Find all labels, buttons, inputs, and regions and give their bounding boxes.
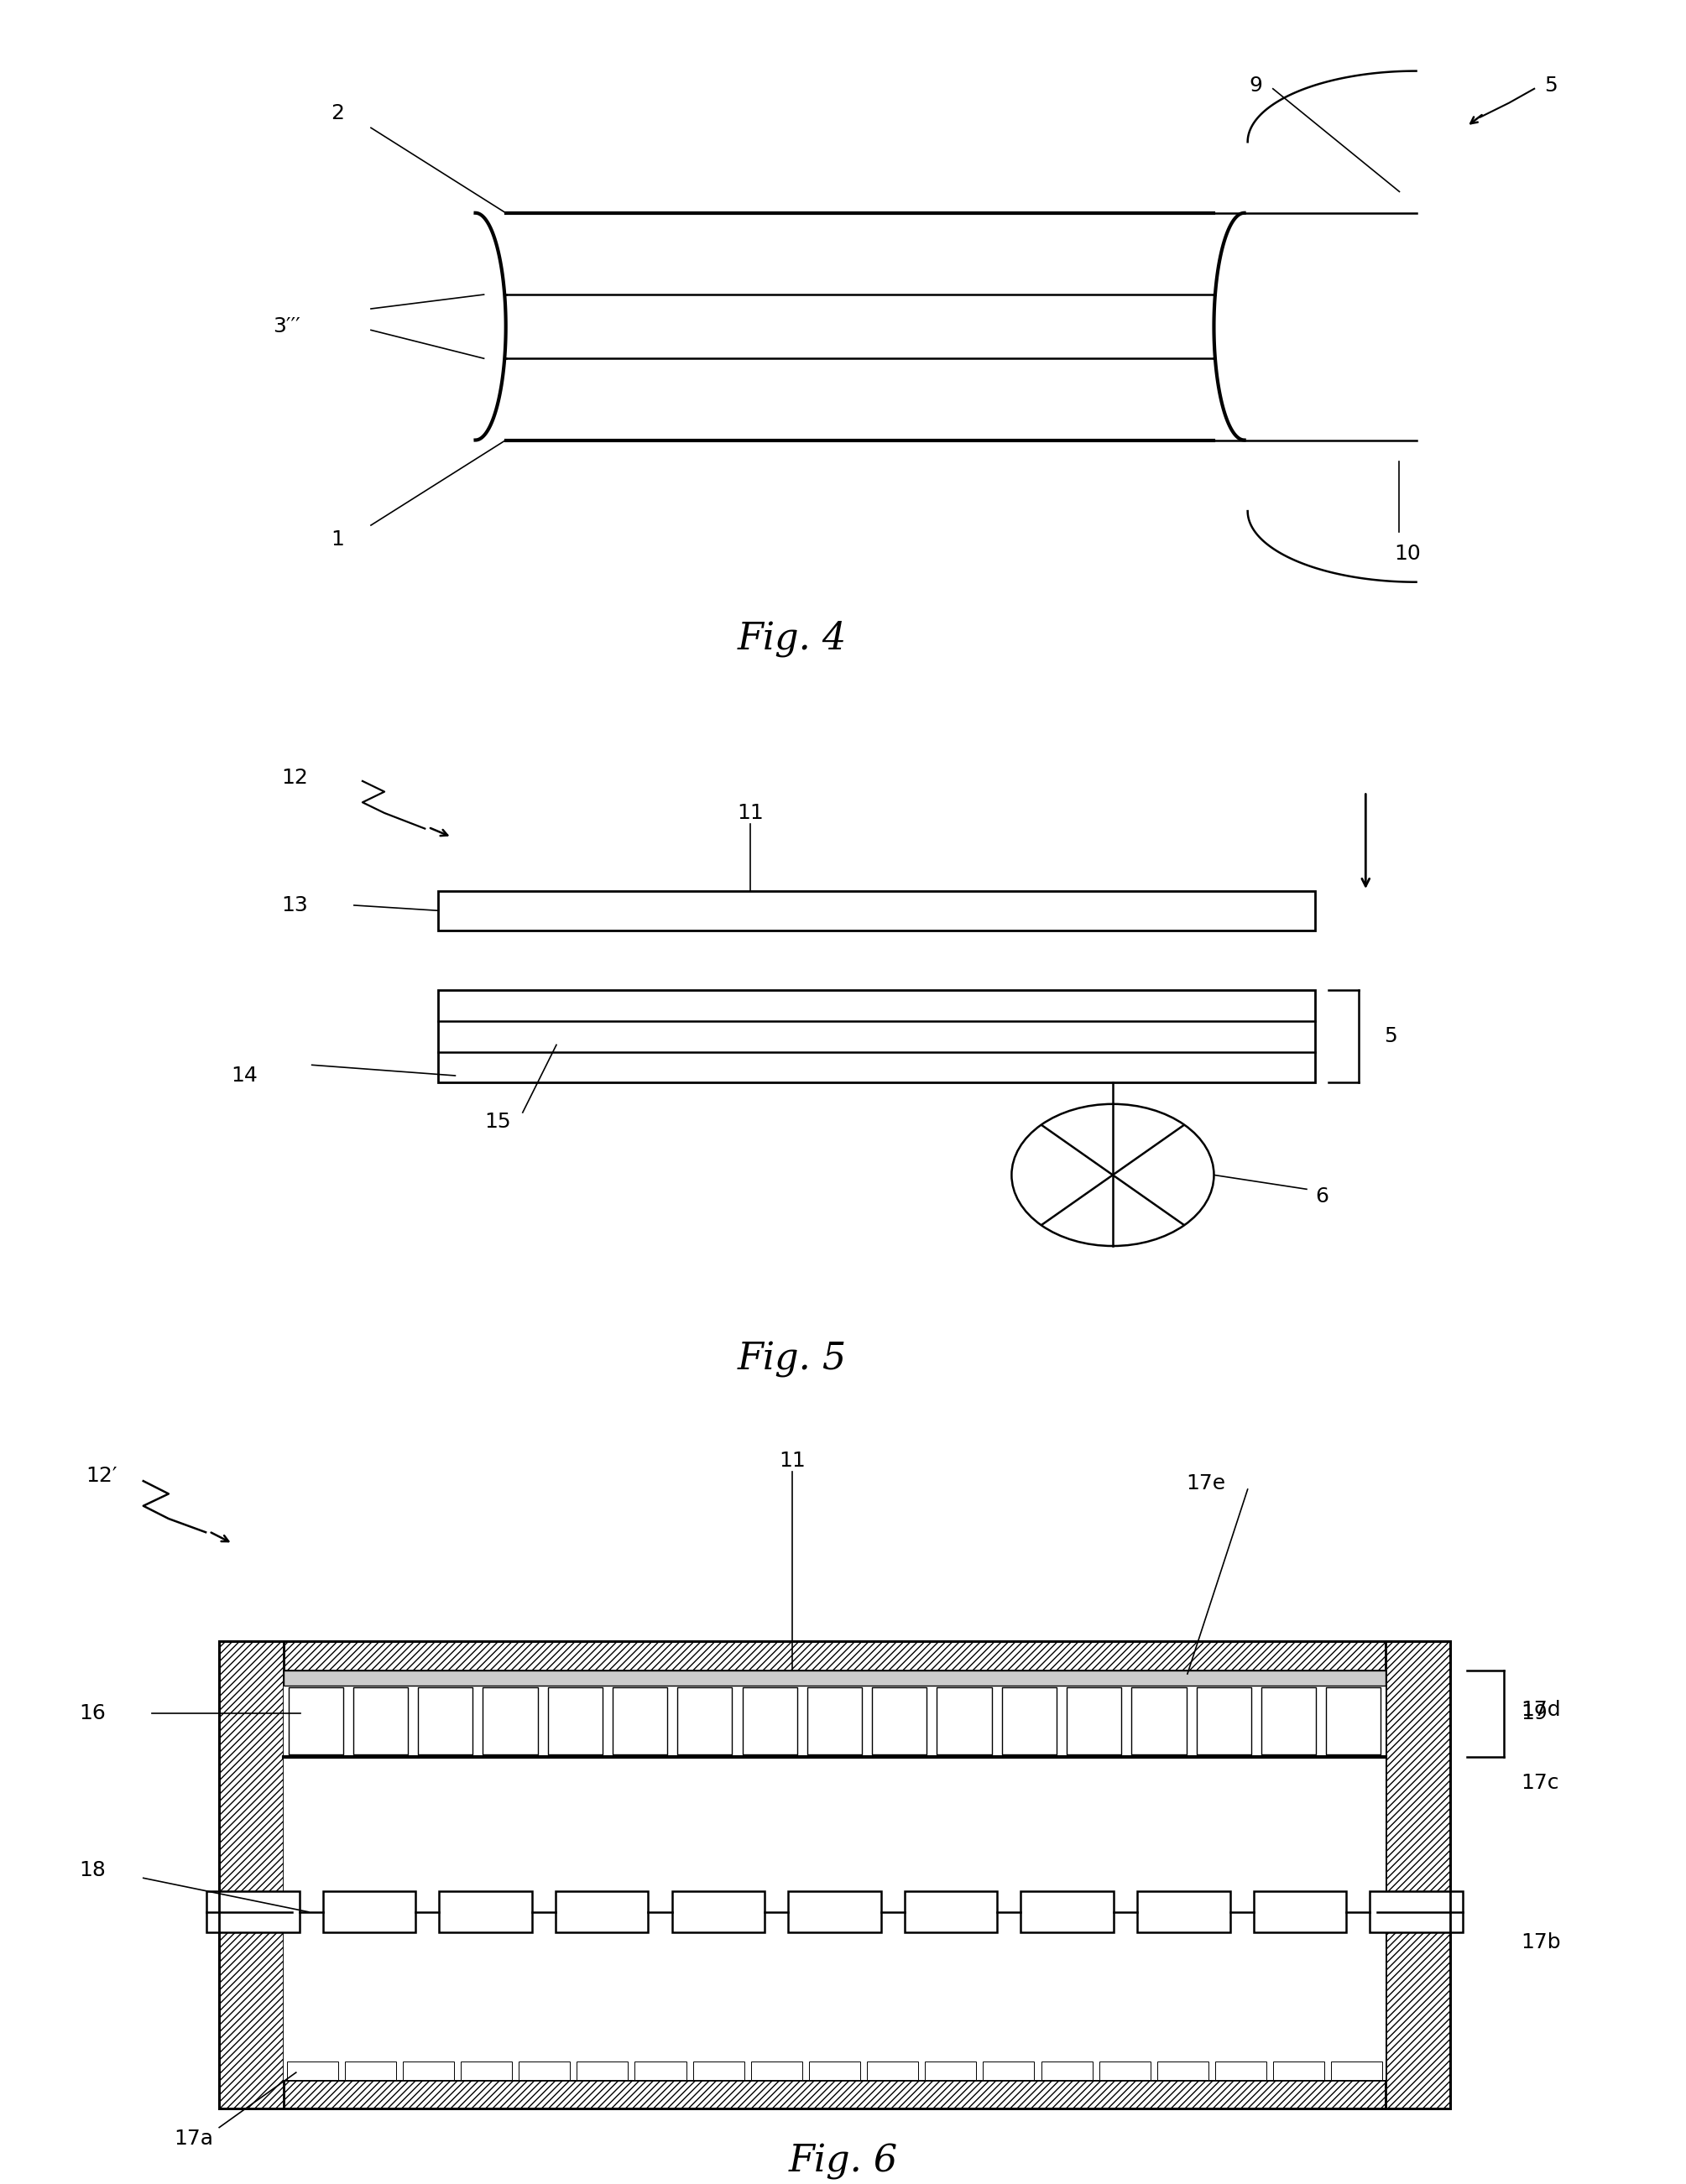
Text: 5: 5 (1384, 1026, 1398, 1046)
Bar (519, 2062, 570, 2079)
Bar (440, 1891, 533, 1933)
Text: 17a: 17a (174, 2129, 214, 2149)
Text: Fig. 4: Fig. 4 (738, 620, 846, 657)
Text: 11: 11 (779, 1450, 806, 1470)
Bar (1099, 2062, 1150, 2079)
Bar (1371, 1891, 1463, 1933)
Bar (1022, 1891, 1114, 1933)
Text: 5: 5 (1544, 74, 1558, 96)
Bar (403, 2062, 454, 2079)
Bar (288, 1688, 342, 1754)
Text: 11: 11 (737, 804, 764, 823)
Bar (1254, 1891, 1347, 1933)
Bar (219, 2079, 1450, 2110)
Text: Fig. 5: Fig. 5 (738, 1341, 846, 1378)
Bar (283, 1671, 1386, 1686)
Bar (867, 2062, 919, 2079)
Bar (482, 1688, 538, 1754)
Bar (789, 1891, 882, 1933)
Bar (344, 2062, 396, 2079)
Bar (1131, 1688, 1187, 1754)
Bar (926, 2062, 976, 2079)
Text: 14: 14 (231, 1066, 258, 1085)
Bar (438, 992, 1315, 1083)
Bar (1386, 1642, 1450, 2110)
Text: 12′: 12′ (86, 1465, 116, 1485)
Text: Fig. 6: Fig. 6 (789, 2143, 897, 2180)
Bar (1157, 2062, 1209, 2079)
Bar (808, 1688, 862, 1754)
Text: 9: 9 (1249, 74, 1263, 96)
Bar (750, 2062, 803, 2079)
Bar (693, 2062, 744, 2079)
Bar (1001, 1688, 1057, 1754)
Bar (219, 1642, 283, 2110)
Bar (577, 2062, 629, 2079)
Bar (548, 1688, 602, 1754)
Bar (324, 1891, 416, 1933)
Bar (904, 1891, 998, 1933)
Text: 10: 10 (1394, 544, 1421, 563)
Bar (678, 1688, 732, 1754)
Text: 17b: 17b (1521, 1933, 1561, 1952)
Bar (1040, 2062, 1093, 2079)
Bar (742, 1688, 797, 1754)
Text: 16: 16 (79, 1704, 106, 1723)
Bar (1332, 2062, 1383, 2079)
Bar (1138, 1891, 1231, 1933)
Bar (418, 1688, 472, 1754)
Text: 19: 19 (1521, 1704, 1548, 1723)
Text: 15: 15 (484, 1112, 511, 1131)
Bar (612, 1688, 668, 1754)
Bar (219, 1642, 1450, 2110)
Ellipse shape (1012, 1105, 1214, 1247)
Text: 2: 2 (330, 103, 344, 124)
Bar (287, 2062, 337, 2079)
Bar (1197, 1688, 1251, 1754)
Bar (352, 1688, 408, 1754)
Bar (438, 891, 1315, 930)
Text: 12: 12 (282, 767, 309, 788)
Bar (207, 1891, 300, 1933)
Text: 3′′′: 3′′′ (273, 317, 300, 336)
Bar (556, 1891, 647, 1933)
Text: 13: 13 (282, 895, 309, 915)
Text: 17e: 17e (1185, 1474, 1226, 1494)
Text: 17c: 17c (1521, 1773, 1560, 1793)
Text: 17d: 17d (1521, 1699, 1561, 1721)
Bar (937, 1688, 991, 1754)
Bar (636, 2062, 686, 2079)
Bar (1216, 2062, 1266, 2079)
Bar (1067, 1688, 1121, 1754)
Bar (809, 2062, 860, 2079)
Bar (283, 1671, 1386, 2079)
Bar (1327, 1688, 1381, 1754)
Bar (983, 2062, 1034, 2079)
Bar (1273, 2062, 1325, 2079)
Bar (460, 2062, 513, 2079)
Text: 6: 6 (1315, 1186, 1329, 1206)
Text: 1: 1 (330, 529, 344, 550)
Bar (872, 1688, 927, 1754)
Bar (219, 1642, 1450, 1671)
Text: 18: 18 (79, 1861, 106, 1880)
Bar (1261, 1688, 1317, 1754)
Bar (671, 1891, 765, 1933)
